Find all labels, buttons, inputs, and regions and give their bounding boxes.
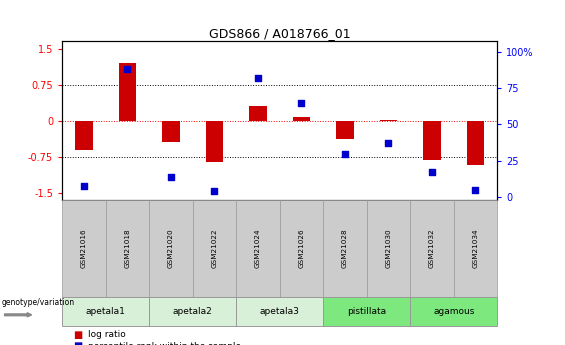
Text: GSM21020: GSM21020 [168, 229, 174, 268]
Point [253, 75, 262, 81]
Text: GSM21032: GSM21032 [429, 229, 435, 268]
Bar [336, 121, 354, 139]
Point [384, 140, 393, 146]
Point [167, 174, 176, 179]
Text: GSM21028: GSM21028 [342, 229, 348, 268]
Bar [162, 121, 180, 142]
Text: GSM21022: GSM21022 [211, 229, 218, 268]
Text: GSM21016: GSM21016 [81, 229, 87, 268]
Bar [119, 63, 136, 121]
Point [79, 183, 88, 188]
Text: log ratio: log ratio [88, 330, 125, 339]
Text: GSM21034: GSM21034 [472, 229, 479, 268]
Text: ■: ■ [73, 341, 82, 345]
Point [427, 170, 436, 175]
Title: GDS866 / A018766_01: GDS866 / A018766_01 [209, 27, 350, 40]
Text: genotype/variation: genotype/variation [2, 298, 75, 307]
Text: GSM21026: GSM21026 [298, 229, 305, 268]
Point [123, 66, 132, 72]
Text: ■: ■ [73, 330, 82, 339]
Text: GSM21024: GSM21024 [255, 229, 261, 268]
Bar [75, 121, 93, 150]
Text: GSM21018: GSM21018 [124, 229, 131, 268]
Bar [249, 106, 267, 121]
Bar [380, 120, 397, 121]
Text: agamous: agamous [433, 307, 475, 316]
Point [340, 151, 349, 156]
Text: apetala1: apetala1 [86, 307, 125, 316]
Text: apetala3: apetala3 [260, 307, 299, 316]
Text: percentile rank within the sample: percentile rank within the sample [88, 342, 241, 345]
Bar [293, 117, 310, 121]
Point [471, 187, 480, 193]
Text: GSM21030: GSM21030 [385, 229, 392, 268]
Bar [467, 121, 484, 165]
Bar [423, 121, 441, 160]
Text: pistillata: pistillata [347, 307, 386, 316]
Text: apetala2: apetala2 [173, 307, 212, 316]
Point [297, 100, 306, 105]
Point [210, 189, 219, 194]
Bar [206, 121, 223, 161]
